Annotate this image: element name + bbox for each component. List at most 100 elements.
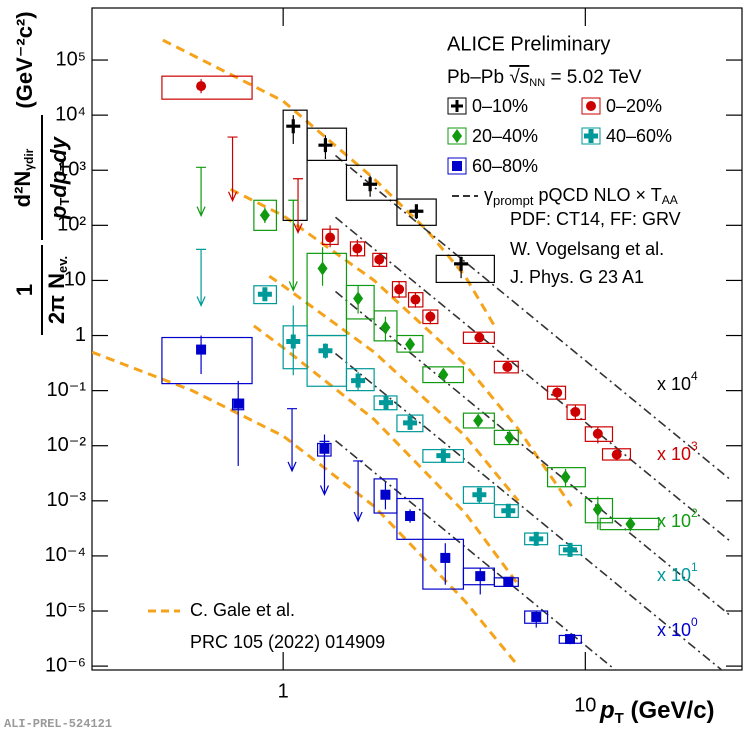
data-point <box>196 344 207 355</box>
y-den: 2π Nev. <box>44 256 71 324</box>
p: p <box>46 206 71 220</box>
sys-box <box>422 538 465 590</box>
data-point <box>410 294 421 305</box>
upper-limit <box>353 460 364 523</box>
data-point <box>503 576 514 587</box>
data-point <box>565 634 576 645</box>
data-point <box>531 611 542 622</box>
x-tick-label: 10 <box>574 694 596 716</box>
data-point <box>351 373 366 388</box>
t: T <box>57 163 72 171</box>
data-point <box>257 287 272 302</box>
data-point <box>475 571 486 582</box>
data-point <box>440 552 451 563</box>
scale-label: x 102 <box>657 506 698 531</box>
energy: = 5.02 TeV <box>550 67 641 88</box>
data-point <box>474 332 485 343</box>
data-point <box>611 449 622 460</box>
y-den2: pTdpTdy <box>46 135 73 220</box>
legend-marker <box>451 100 463 112</box>
theory-curve <box>334 216 731 542</box>
sys-box <box>462 331 495 344</box>
aa: AA <box>662 193 678 207</box>
y-unit: (GeV⁻²c²) <box>12 11 37 108</box>
theory-note: J. Phys. G 23 A1 <box>510 267 644 287</box>
prompt: prompt <box>493 193 534 208</box>
y-one: 1 <box>12 284 37 296</box>
gamma-dir: γdir <box>22 148 36 170</box>
sys-box <box>566 404 586 421</box>
plot-area <box>92 38 731 670</box>
chart-title: ALICE Preliminary <box>447 33 610 55</box>
sys-box <box>282 109 308 221</box>
data-point <box>570 406 581 417</box>
dp: dp <box>46 171 71 198</box>
data-point <box>259 208 270 223</box>
x-axis-title: pT (GeV/c) <box>599 697 715 731</box>
footer-id: ALI-PREL-524121 <box>4 717 112 731</box>
upper-limit <box>227 136 238 203</box>
legend-marker <box>586 101 596 111</box>
upper-limit <box>288 199 299 292</box>
scale: x 10 <box>657 444 691 464</box>
scale-label: x 104 <box>657 369 698 394</box>
y-tick-label: 10⁻² <box>47 434 87 456</box>
scale-label: x 100 <box>657 615 698 640</box>
sys-box <box>422 366 465 384</box>
sys-box <box>546 385 567 400</box>
legend-label: 0–10% <box>472 96 528 116</box>
data-point <box>317 261 328 276</box>
theory-curve <box>334 352 723 670</box>
data-point <box>379 395 394 410</box>
sys-box <box>345 368 375 392</box>
data-point <box>286 334 301 349</box>
data-point <box>552 387 563 398</box>
y-tick-label: 10⁵ <box>55 48 86 70</box>
data-point <box>625 516 636 531</box>
data-point <box>325 232 336 243</box>
sys-box <box>306 334 348 387</box>
theory-curve <box>162 38 496 327</box>
scale: x 10 <box>657 511 691 531</box>
legend-label: 40–60% <box>606 126 672 146</box>
sys-box <box>462 412 495 429</box>
y-tick-label: 1 <box>75 324 86 346</box>
data-point <box>425 311 436 322</box>
data-point <box>380 489 391 500</box>
scale-exp: 3 <box>691 439 698 453</box>
legend-label: 20–40% <box>472 126 538 146</box>
legend-marker <box>452 129 462 143</box>
data-point <box>409 204 424 219</box>
legend-label: 60–80% <box>472 156 538 176</box>
scale-exp: 2 <box>691 506 698 520</box>
two-pi-n: 2π N <box>44 273 69 324</box>
scale-exp: 1 <box>691 560 698 574</box>
data-point <box>286 119 301 134</box>
y-num: d²Nγdir <box>10 148 36 207</box>
y-tick-label: 10⁻⁴ <box>45 544 86 566</box>
theory-note: PDF: CT14, FF: GRV <box>510 209 681 229</box>
data-point <box>563 542 578 557</box>
data-point <box>233 398 244 409</box>
upper-limit <box>293 178 304 235</box>
y-tick-label: 10⁻⁵ <box>45 599 86 621</box>
data-point <box>436 448 451 463</box>
dy: dy <box>46 135 71 162</box>
data-point <box>592 428 603 439</box>
scale: x 10 <box>657 374 691 394</box>
legend-marker <box>452 161 462 171</box>
sys-box <box>253 285 278 305</box>
pt-sub: T <box>615 710 624 727</box>
sys-box <box>161 336 253 385</box>
scale: x 10 <box>657 565 691 585</box>
y-tick-label: 10⁴ <box>55 103 86 125</box>
legend-box <box>581 97 601 115</box>
y-tick-label: 10³ <box>57 159 86 181</box>
data-point <box>352 243 363 254</box>
data-point <box>374 254 385 265</box>
sys-box <box>253 199 278 231</box>
data-point <box>318 343 333 358</box>
gamma: γ <box>484 185 493 205</box>
sys-box <box>345 164 398 201</box>
data-point <box>405 511 416 522</box>
